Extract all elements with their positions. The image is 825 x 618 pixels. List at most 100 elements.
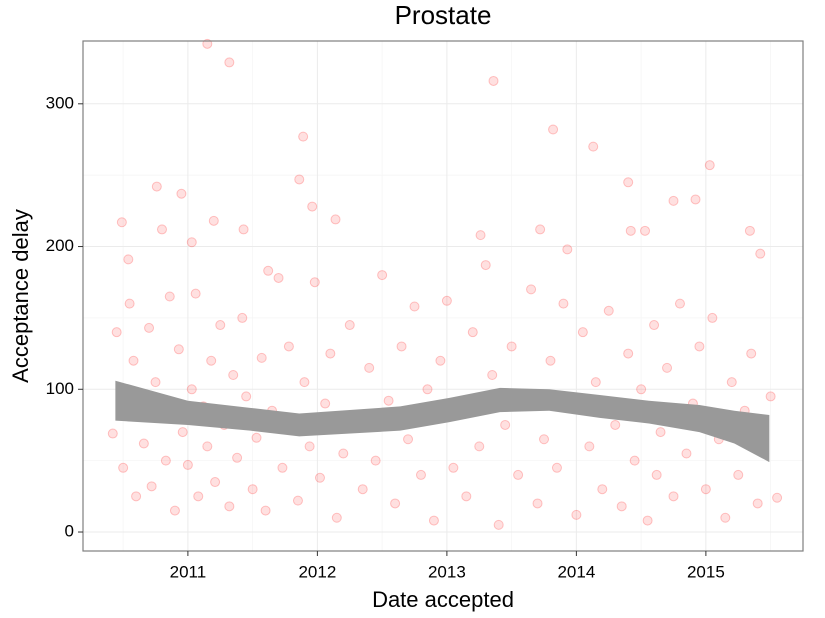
point bbox=[662, 362, 673, 373]
point bbox=[535, 224, 546, 235]
point bbox=[668, 491, 679, 502]
point bbox=[720, 512, 731, 523]
point bbox=[493, 519, 504, 530]
point bbox=[247, 484, 258, 495]
point bbox=[260, 505, 271, 516]
point bbox=[548, 124, 559, 135]
point bbox=[277, 462, 288, 473]
point bbox=[164, 291, 175, 302]
point bbox=[390, 498, 401, 509]
point bbox=[344, 320, 355, 331]
point bbox=[623, 348, 634, 359]
point bbox=[186, 237, 197, 248]
point bbox=[506, 341, 517, 352]
point bbox=[422, 384, 433, 395]
point bbox=[409, 301, 420, 312]
point bbox=[210, 477, 221, 488]
point bbox=[415, 469, 426, 480]
point bbox=[545, 355, 556, 366]
x-axis-title: Date accepted bbox=[372, 587, 514, 612]
point bbox=[435, 355, 446, 366]
point bbox=[304, 441, 315, 452]
y-tick-label: 100 bbox=[46, 379, 74, 398]
y-tick-label: 300 bbox=[46, 93, 74, 112]
point bbox=[138, 438, 149, 449]
point bbox=[107, 428, 118, 439]
point bbox=[383, 395, 394, 406]
point bbox=[206, 355, 217, 366]
point bbox=[144, 322, 155, 333]
x-tick-label: 2012 bbox=[298, 562, 336, 581]
point bbox=[116, 217, 127, 228]
point bbox=[357, 484, 368, 495]
point bbox=[488, 75, 499, 86]
x-tick-label: 2011 bbox=[170, 562, 207, 581]
point bbox=[232, 452, 243, 463]
point bbox=[309, 277, 320, 288]
point bbox=[237, 312, 248, 323]
point bbox=[752, 498, 763, 509]
point bbox=[746, 348, 757, 359]
point bbox=[320, 398, 331, 409]
point bbox=[251, 432, 262, 443]
point bbox=[558, 298, 569, 309]
y-tick-label: 0 bbox=[65, 522, 74, 541]
point bbox=[642, 515, 653, 526]
point bbox=[325, 348, 336, 359]
point bbox=[124, 298, 135, 309]
point bbox=[151, 181, 162, 192]
point bbox=[131, 491, 142, 502]
point bbox=[202, 441, 213, 452]
x-tick-label: 2014 bbox=[557, 562, 595, 581]
point bbox=[623, 177, 634, 188]
point bbox=[700, 484, 711, 495]
point bbox=[273, 272, 284, 283]
point bbox=[364, 362, 375, 373]
confidence-band bbox=[115, 380, 770, 463]
point bbox=[292, 495, 303, 506]
point bbox=[186, 384, 197, 395]
point bbox=[193, 491, 204, 502]
point bbox=[603, 305, 614, 316]
point bbox=[314, 472, 325, 483]
point bbox=[610, 419, 621, 430]
point bbox=[487, 370, 498, 381]
point bbox=[674, 298, 685, 309]
point bbox=[707, 312, 718, 323]
point bbox=[668, 195, 679, 206]
point bbox=[616, 501, 627, 512]
point bbox=[169, 505, 180, 516]
point bbox=[588, 141, 599, 152]
point bbox=[597, 484, 608, 495]
point bbox=[150, 377, 161, 388]
point bbox=[625, 225, 636, 236]
point bbox=[636, 384, 647, 395]
point bbox=[500, 419, 511, 430]
point bbox=[640, 225, 651, 236]
point bbox=[655, 427, 666, 438]
point bbox=[238, 224, 249, 235]
point bbox=[123, 254, 134, 265]
point bbox=[539, 434, 550, 445]
point bbox=[331, 512, 342, 523]
point bbox=[772, 492, 783, 503]
point bbox=[160, 455, 171, 466]
point bbox=[224, 501, 235, 512]
x-tick-label: 2013 bbox=[428, 562, 466, 581]
point bbox=[215, 320, 226, 331]
grid bbox=[83, 41, 803, 551]
point bbox=[681, 448, 692, 459]
point bbox=[177, 427, 188, 438]
y-tick-label: 200 bbox=[46, 236, 74, 255]
point bbox=[571, 509, 582, 520]
point bbox=[263, 265, 274, 276]
point bbox=[146, 481, 157, 492]
point bbox=[338, 448, 349, 459]
point bbox=[551, 462, 562, 473]
point bbox=[584, 441, 595, 452]
point bbox=[590, 377, 601, 388]
point bbox=[475, 230, 486, 241]
point bbox=[726, 377, 737, 388]
point bbox=[526, 284, 537, 295]
